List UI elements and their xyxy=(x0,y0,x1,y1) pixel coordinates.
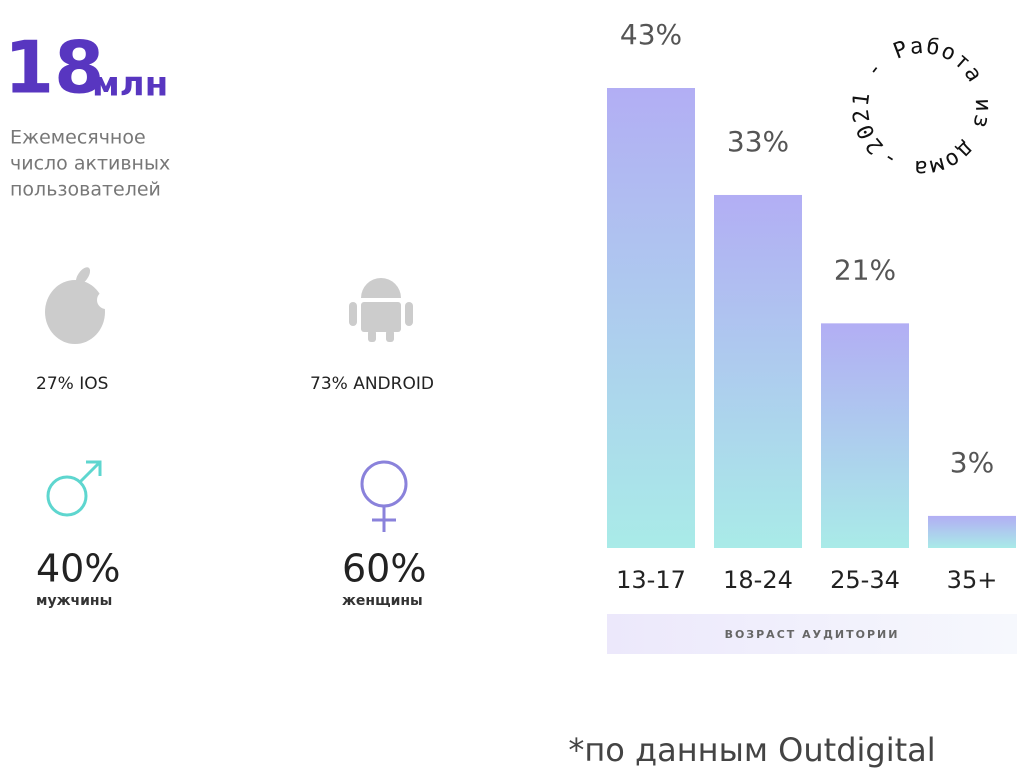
apple-icon xyxy=(45,267,115,344)
x-axis-label: возраст аудитории xyxy=(725,628,900,641)
unit: млн xyxy=(92,65,168,105)
footnote: *по данным Outdigital xyxy=(568,731,935,769)
x-tick-label: 13-17 xyxy=(616,566,686,594)
gender-percent: 60% xyxy=(342,547,426,591)
caption: Ежемесячное xyxy=(10,127,146,149)
big-number: 18 xyxy=(4,26,104,110)
x-tick-label: 18-24 xyxy=(723,566,793,594)
x-tick-label: 25-34 xyxy=(830,566,900,594)
caption: число активных xyxy=(10,153,170,175)
x-tick-label: 35+ xyxy=(947,566,998,594)
x-label-band xyxy=(607,614,1017,654)
platform-label: 73% ANDROID xyxy=(310,374,434,394)
caption: пользователей xyxy=(10,179,161,201)
android-icon xyxy=(349,278,413,342)
gender-label: женщины xyxy=(342,593,423,609)
male-icon xyxy=(46,460,102,517)
value-label: 43% xyxy=(620,18,682,51)
gender-label: мужчины xyxy=(36,593,112,609)
bar xyxy=(821,323,909,548)
value-label: 3% xyxy=(950,446,994,479)
bar xyxy=(607,88,695,548)
value-label: 21% xyxy=(834,253,896,286)
bar xyxy=(928,515,1016,548)
value-label: 33% xyxy=(727,125,789,158)
gender-percent: 40% xyxy=(36,547,120,591)
stamp-text: 2021 - Работа из дома - xyxy=(849,34,995,180)
female-icon xyxy=(360,460,408,532)
platform-label: 27% IOS xyxy=(36,374,108,394)
stamp: 2021 - Работа из дома - xyxy=(849,34,995,180)
bar xyxy=(714,194,802,548)
